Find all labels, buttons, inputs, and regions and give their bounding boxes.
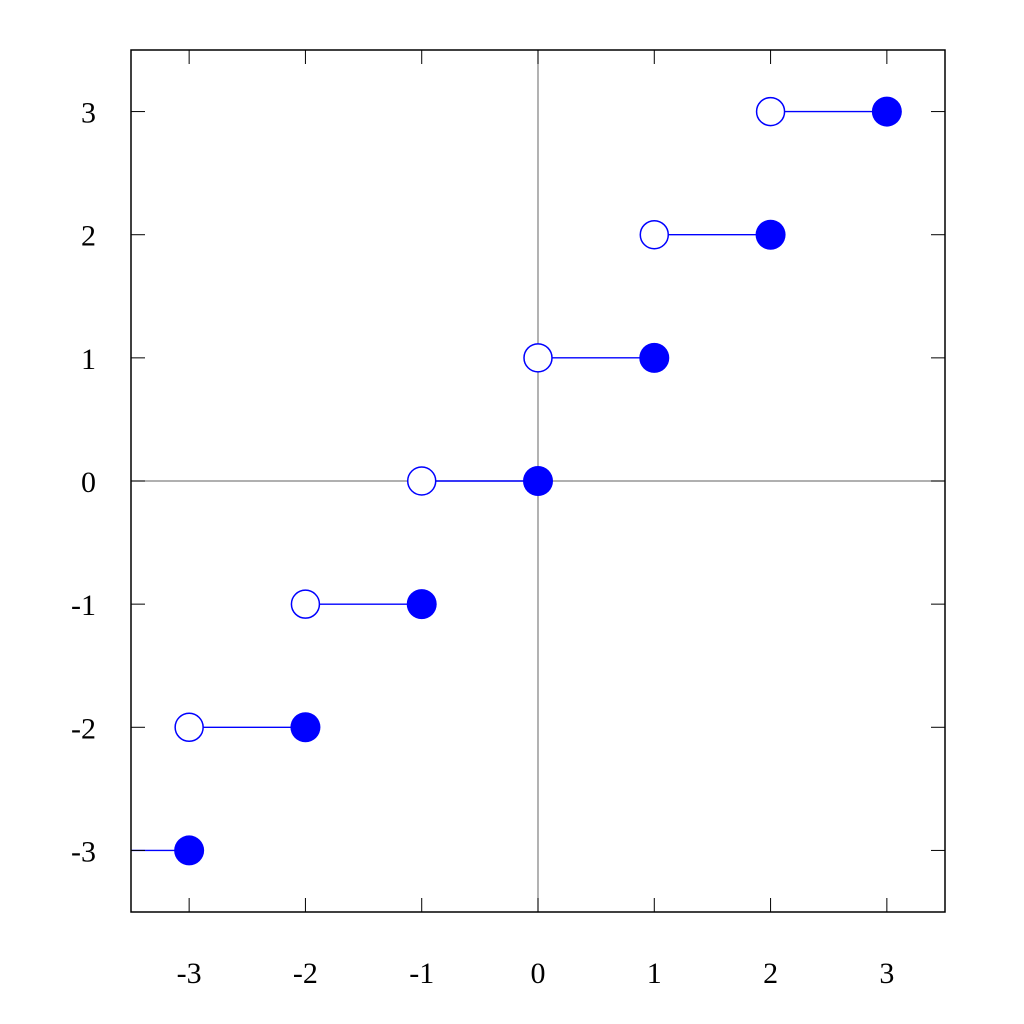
x-tick-label: 1: [647, 957, 662, 990]
closed-endpoint: [523, 466, 553, 496]
closed-endpoint: [290, 712, 321, 743]
y-tick-label: -3: [71, 835, 96, 868]
open-endpoint: [523, 343, 553, 373]
y-tick-label: 1: [81, 343, 96, 376]
x-tick-label: -1: [409, 957, 434, 990]
closed-endpoint: [755, 219, 786, 250]
y-tick-label: 3: [81, 97, 96, 130]
x-tick-label: 0: [531, 957, 546, 990]
closed-endpoint: [406, 589, 437, 620]
series-points: [174, 96, 902, 866]
open-endpoint: [755, 96, 786, 127]
closed-endpoint: [174, 835, 205, 866]
y-tick-labels: -3 -2 -1 0 1 2 3: [71, 97, 96, 869]
y-tick-label: 2: [81, 220, 96, 253]
x-tick-labels: -3 -2 -1 0 1 2 3: [177, 957, 895, 990]
open-endpoint: [290, 589, 321, 619]
closed-endpoint: [871, 96, 902, 127]
x-tick-label: -2: [293, 957, 318, 990]
x-tick-label: 2: [763, 957, 778, 990]
x-tick-label: -3: [177, 957, 202, 990]
open-endpoint: [406, 466, 437, 496]
open-endpoint: [174, 712, 204, 743]
y-tick-label: -1: [71, 589, 96, 622]
open-endpoint: [639, 219, 670, 250]
x-tick-label: 3: [879, 957, 894, 990]
axis-ticks: [131, 50, 945, 912]
y-tick-label: -2: [71, 712, 96, 745]
closed-endpoint: [639, 342, 670, 373]
y-tick-label: 0: [81, 466, 96, 499]
